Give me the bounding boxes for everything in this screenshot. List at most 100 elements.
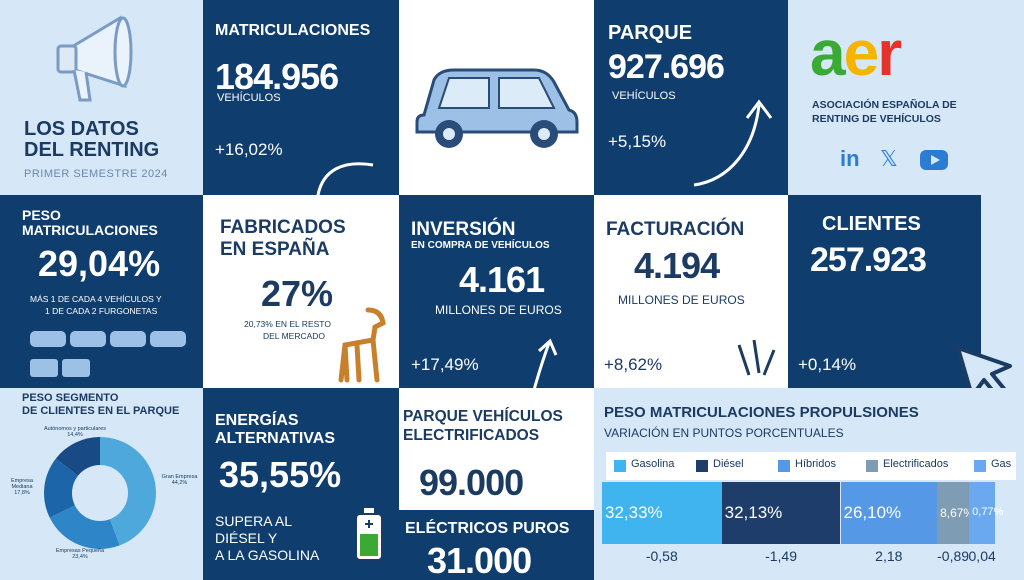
- donut-slice-3: [55, 437, 100, 476]
- segment-label-autonomos: Autónomos y particulares 14,4%: [40, 426, 110, 438]
- chart-changes: -0,58 -1,49 2,18 -0,89 0,04: [602, 548, 1002, 568]
- inversion-value: 4.161: [459, 259, 545, 300]
- matriculaciones-card: MATRICULACIONES 184.956 VEHÍCULOS +16,02…: [203, 0, 399, 195]
- header-title-line1: LOS DATOS: [24, 118, 139, 140]
- legend-swatch-3: [866, 460, 878, 472]
- segment-pct-gran-empresa: 44,2%: [171, 480, 188, 486]
- fabricados-title-line1: FABRICADOS: [220, 217, 346, 238]
- peso-matriculaciones-title-line1: PESO: [22, 207, 61, 223]
- header-panel: LOS DATOS DEL RENTING PRIMER SEMESTRE 20…: [0, 0, 203, 195]
- electrificados-value: 99.000: [419, 462, 524, 503]
- logo-panel: aer ASOCIACIÓN ESPAÑOLA DE RENTING DE VE…: [788, 0, 1024, 195]
- legend-swatch-2: [778, 460, 790, 472]
- propulsiones-panel: PESO MATRICULACIONES PROPULSIONES VARIAC…: [594, 388, 1024, 580]
- energias-title-line1: ENERGÍAS: [215, 412, 299, 429]
- facturacion-change: +8,62%: [604, 355, 663, 374]
- energias-note-line3: A LA GASOLINA: [215, 547, 320, 563]
- car-panel: [399, 0, 594, 195]
- segment-name-gran-empresa: Gran Empresa: [161, 474, 198, 480]
- fabricados-note-line1: 20,73% EN EL RESTO: [244, 319, 331, 329]
- fabricados-card: FABRICADOS EN ESPAÑA 27% 20,73% EN EL RE…: [203, 195, 399, 388]
- parque-unit: VEHÍCULOS: [612, 90, 676, 102]
- puros-value: 31.000: [427, 540, 532, 580]
- chart-subtitle: VARIACIÓN EN PUNTOS PORCENTUALES: [604, 426, 844, 440]
- segmento-donut-chart: [43, 437, 156, 549]
- clientes-title: CLIENTES: [822, 213, 921, 235]
- sparkle-icon: [737, 339, 776, 376]
- energias-value: 35,55%: [219, 454, 342, 495]
- peso-matriculaciones-card: PESO MATRICULACIONES 29,04% MÁS 1 DE CAD…: [0, 195, 203, 388]
- segment-label-mediana: Empresa Mediana 17,8%: [2, 478, 42, 496]
- bar-label-0: 32,33%: [605, 503, 663, 522]
- legend-label-1: Diésel: [713, 458, 744, 470]
- change-label-3: -0,89: [937, 548, 970, 564]
- legend-label-4: Gas: [991, 458, 1012, 470]
- matriculaciones-change: +16,02%: [215, 140, 283, 159]
- bar-label-2: 26,10%: [843, 503, 902, 522]
- inversion-unit: MILLONES DE EUROS: [435, 303, 562, 317]
- puros-card: ELÉCTRICOS PUROS 31.000: [399, 510, 594, 580]
- legend-label-0: Gasolina: [631, 458, 675, 470]
- chart-bars: 32,33% 32,13% 26,10% 8,67% 0,77%: [602, 482, 1003, 544]
- youtube-icon[interactable]: [920, 150, 948, 170]
- donut-slice-0: [100, 437, 156, 546]
- legend-swatch-0: [614, 460, 626, 472]
- bar-label-3: 8,67%: [940, 506, 975, 520]
- segment-name-mediana: Empresa Mediana: [10, 478, 33, 490]
- donut-slice-1: [49, 505, 120, 549]
- dog-icon: [338, 307, 386, 383]
- x-icon[interactable]: 𝕏: [880, 146, 898, 171]
- header-title-line2: DEL RENTING: [24, 139, 160, 161]
- facturacion-card: FACTURACIÓN 4.194 MILLONES DE EUROS +8,6…: [594, 195, 788, 388]
- parque-value: 927.696: [608, 48, 725, 86]
- segment-label-gran-empresa: Gran Empresa 44,2%: [157, 474, 202, 486]
- segmento-title-line2: DE CLIENTES EN EL PARQUE: [22, 405, 180, 417]
- segment-name-autonomos: Autónomos y particulares: [43, 426, 107, 432]
- cars-icon-row: [30, 327, 200, 382]
- segmento-title-line1: PESO SEGMENTO: [22, 392, 119, 404]
- facturacion-unit: MILLONES DE EUROS: [618, 293, 745, 307]
- bar-label-1: 32,13%: [724, 503, 783, 522]
- energias-note-line2: DIÉSEL Y: [215, 530, 278, 546]
- segment-pct-autonomos: 14,4%: [67, 432, 83, 438]
- segmento-panel: PESO SEGMENTO DE CLIENTES EN EL PARQUE A…: [0, 388, 203, 580]
- donut-slice-2: [43, 458, 78, 518]
- peso-matriculaciones-title-line2: MATRICULACIONES: [22, 222, 158, 238]
- clientes-value: 257.923: [810, 241, 927, 279]
- legend-label-2: Híbridos: [795, 458, 836, 470]
- fabricados-title-line2: EN ESPAÑA: [220, 239, 330, 260]
- arrow-up-icon: [533, 338, 558, 388]
- fabricados-value: 27%: [261, 273, 334, 314]
- legend-swatch-4: [974, 460, 986, 472]
- energias-card: ENERGÍAS ALTERNATIVAS 35,55% SUPERA AL D…: [203, 388, 399, 580]
- inversion-change: +17,49%: [411, 355, 479, 374]
- inversion-subtitle: EN COMPRA DE VEHÍCULOS: [411, 240, 550, 251]
- bar-segment-1: [721, 482, 841, 544]
- peso-matriculaciones-value: 29,04%: [38, 243, 161, 284]
- logo-letter-e: e: [843, 17, 880, 89]
- bar-segment-2: [840, 482, 938, 544]
- linkedin-icon[interactable]: in: [840, 146, 860, 171]
- inversion-card: INVERSIÓN EN COMPRA DE VEHÍCULOS 4.161 M…: [399, 195, 594, 388]
- bar-label-4: 0,77%: [972, 506, 1004, 518]
- fabricados-note-line2: DEL MERCADO: [263, 331, 326, 341]
- energias-title-line2: ALTERNATIVAS: [215, 430, 335, 447]
- header-subtitle: PRIMER SEMESTRE 2024: [24, 168, 168, 180]
- curved-arrow-icon: [316, 162, 374, 195]
- matriculaciones-value: 184.956: [215, 56, 339, 97]
- peso-matriculaciones-note-line2: 1 DE CADA 2 FURGONETAS: [45, 306, 158, 316]
- electrificados-title-line2: ELECTRIFICADOS: [403, 427, 540, 444]
- chart-title: PESO MATRICULACIONES PROPULSIONES: [604, 404, 919, 421]
- peso-matriculaciones-note-line1: MÁS 1 DE CADA 4 VEHÍCULOS Y: [30, 294, 162, 304]
- parque-title: PARQUE: [608, 22, 693, 44]
- change-label-2: 2,18: [875, 548, 903, 564]
- electrificados-title-line1: PARQUE VEHÍCULOS: [403, 408, 563, 425]
- logo-letter-a: a: [810, 17, 846, 89]
- matriculaciones-title: MATRICULACIONES: [215, 22, 371, 39]
- electrificados-card: PARQUE VEHÍCULOS ELECTRIFICADOS 99.000: [399, 388, 594, 510]
- energias-note-line1: SUPERA AL: [215, 513, 293, 529]
- bar-segment-3: [937, 482, 970, 544]
- change-label-4: 0,04: [968, 548, 996, 564]
- legend-label-3: Electrificados: [883, 458, 949, 470]
- battery-icon: [355, 508, 383, 561]
